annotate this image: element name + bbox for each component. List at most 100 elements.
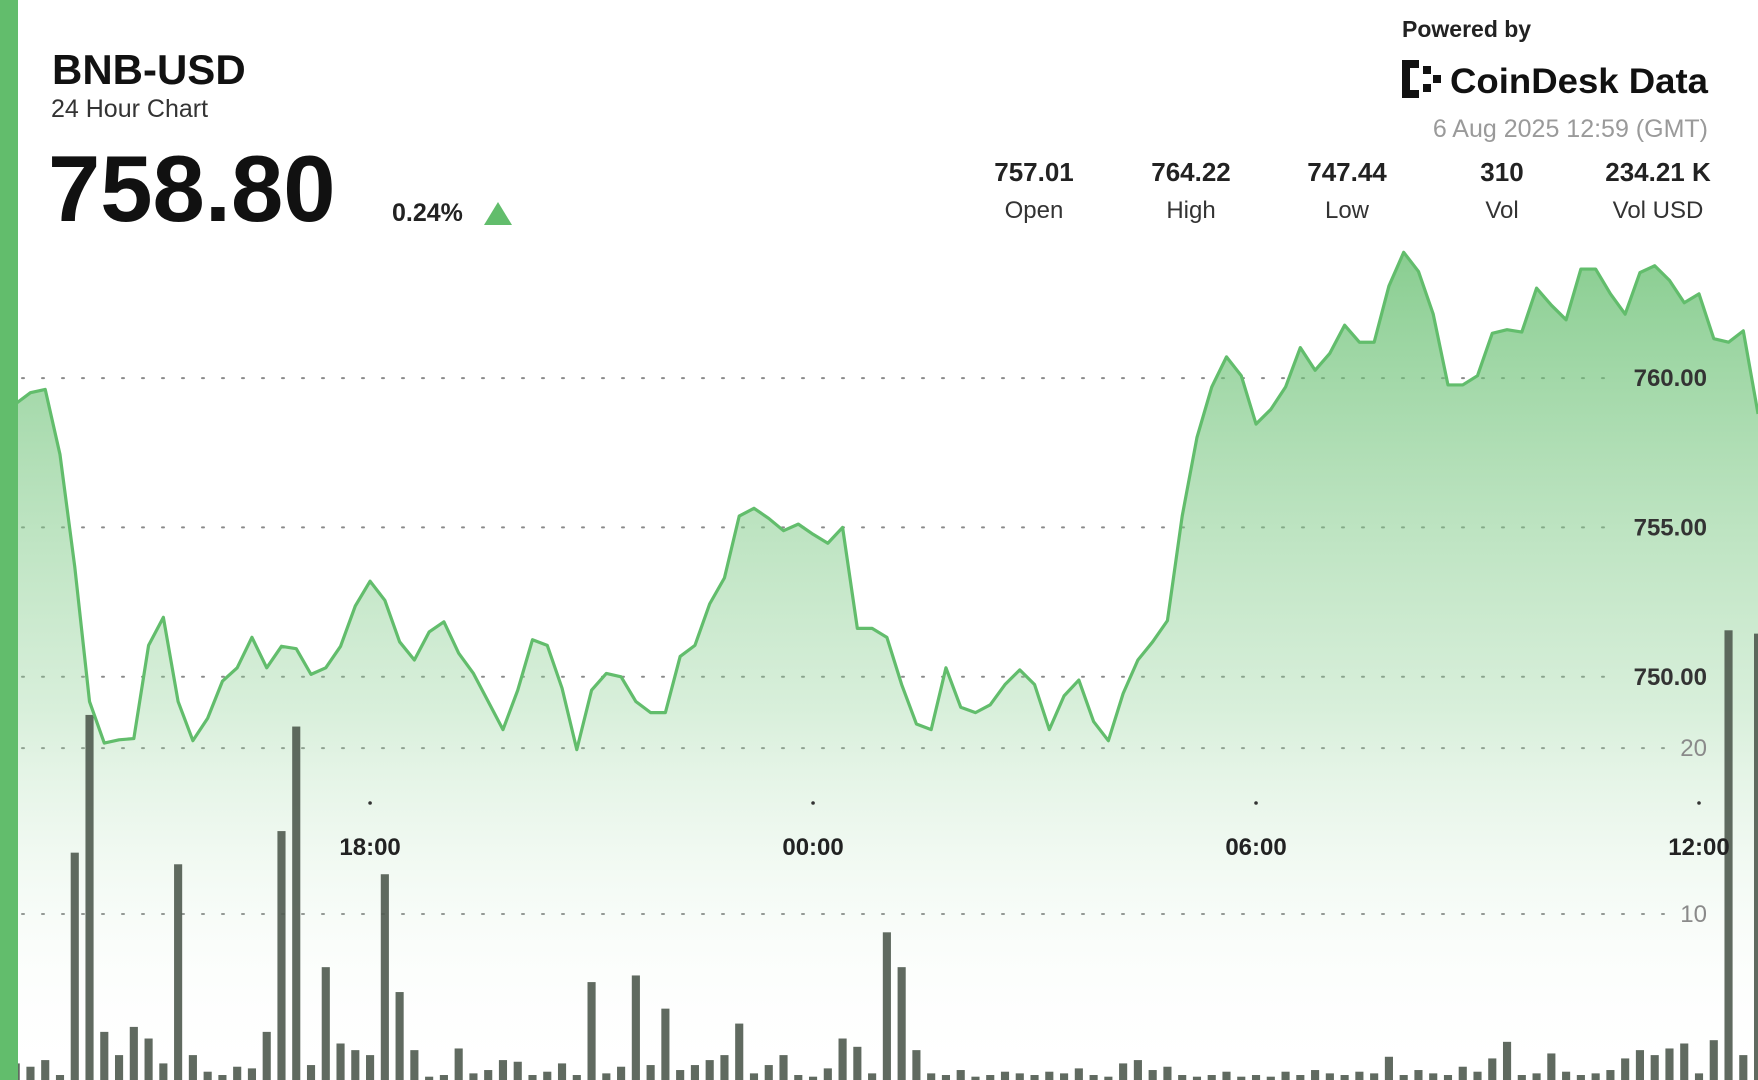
volume-bar <box>188 1055 197 1080</box>
stats: 757.01 Open 764.22 High 747.44 Low 310 Vol 234.2… <box>994 157 1711 224</box>
volume-bar <box>1237 1076 1246 1080</box>
volume-bar <box>897 967 906 1080</box>
volume-bar <box>454 1048 463 1080</box>
x-tick <box>1697 801 1701 805</box>
volume-bar <box>838 1038 847 1080</box>
x-tick <box>368 801 372 805</box>
volume-bar <box>1074 1068 1083 1080</box>
volume-bar <box>1547 1053 1556 1080</box>
price: 758.80 <box>48 136 336 241</box>
volume-bar <box>1488 1058 1497 1080</box>
stat-label: High <box>1166 197 1215 224</box>
volume-bar <box>1576 1075 1585 1080</box>
volume-bar <box>218 1075 227 1080</box>
x-tick-label: 18:00 <box>339 834 400 861</box>
plot-area: 750.00 755.00 760.00 10 20 18:00 00:00 06:00 12:… <box>11 250 1758 1080</box>
brand-logo <box>1402 60 1441 98</box>
volume-bar <box>661 1008 670 1080</box>
volume-bar <box>1606 1070 1615 1080</box>
volume-bar <box>129 1026 138 1080</box>
volume-bar <box>41 1060 50 1080</box>
volume-bar <box>277 831 286 1080</box>
x-tick <box>811 801 815 805</box>
volume-bar <box>26 1066 35 1080</box>
volume-bar <box>1399 1075 1408 1080</box>
powered-by: Powered by <box>1402 16 1531 42</box>
volume-bar <box>85 714 94 1080</box>
volume-bar <box>292 726 301 1080</box>
volume-bar <box>114 1055 124 1080</box>
volume-bar <box>321 967 330 1080</box>
volume-bar <box>1311 1070 1320 1080</box>
volume-bar <box>1694 1073 1704 1080</box>
volume-bar <box>676 1070 685 1080</box>
volume-bar <box>764 1065 773 1080</box>
stat-value: 764.22 <box>1151 157 1231 187</box>
x-tick <box>1254 801 1258 805</box>
volume-bar <box>941 1075 951 1080</box>
volume-bar <box>1532 1073 1541 1080</box>
x-tick-label: 06:00 <box>1225 834 1286 861</box>
volume-bar <box>602 1073 611 1080</box>
y2-tick-label: 10 <box>1680 901 1707 928</box>
volume-bar <box>1429 1073 1438 1080</box>
volume-bar <box>380 874 389 1080</box>
volume-bar <box>882 932 891 1080</box>
volume-bar <box>1060 1073 1069 1080</box>
volume-bar <box>631 975 640 1080</box>
x-tick-label: 00:00 <box>782 834 843 861</box>
stat-value: 747.44 <box>1307 157 1387 187</box>
volume-bar <box>1148 1070 1157 1080</box>
volume-bar <box>868 1073 877 1080</box>
volume-bar <box>1222 1071 1231 1080</box>
volume-bar <box>617 1066 626 1080</box>
volume-bar <box>366 1055 375 1080</box>
volume-bar <box>1473 1071 1482 1080</box>
volume-bar <box>1754 633 1758 1080</box>
volume-bar <box>543 1071 552 1080</box>
volume-bar <box>1355 1071 1364 1080</box>
volume-bar <box>1266 1076 1275 1080</box>
volume-bar <box>395 992 404 1080</box>
volume-bar <box>587 982 596 1080</box>
volume-bar <box>1665 1048 1674 1080</box>
volume-bar <box>646 1065 655 1080</box>
volume-bar <box>1045 1071 1054 1080</box>
symbol: BNB-USD <box>52 46 246 93</box>
volume-bar <box>247 1068 257 1080</box>
volume-bar <box>1709 1040 1718 1080</box>
volume-bar <box>1163 1066 1172 1080</box>
stat-label: Vol <box>1485 197 1518 224</box>
volume-bar <box>1635 1050 1645 1080</box>
volume-bar <box>779 1055 788 1080</box>
volume-bar <box>1458 1066 1467 1080</box>
volume-bar <box>956 1070 965 1080</box>
brand: CoinDesk Data <box>1450 62 1709 101</box>
volume-bar <box>823 1068 832 1080</box>
volume-bar <box>1281 1071 1290 1080</box>
timestamp: 6 Aug 2025 12:59 (GMT) <box>1433 115 1708 143</box>
y-tick-label: 750.00 <box>1634 664 1707 691</box>
y2-tick-label: 20 <box>1680 735 1707 762</box>
subtitle: 24 Hour Chart <box>51 95 208 123</box>
volume-bar <box>410 1050 419 1080</box>
volume-bar <box>1178 1075 1187 1080</box>
volume-bar <box>1119 1063 1128 1080</box>
stat-value: 757.01 <box>994 157 1074 187</box>
volume-bar <box>749 1073 759 1080</box>
volume-bar <box>986 1075 995 1080</box>
volume-bar <box>262 1031 271 1080</box>
stat-label: Low <box>1325 197 1370 224</box>
volume-bar <box>1015 1073 1024 1080</box>
volume-bar <box>1502 1041 1512 1080</box>
volume-bar <box>1414 1070 1423 1080</box>
volume-bar <box>439 1075 448 1080</box>
volume-bar <box>690 1065 699 1080</box>
volume-bar <box>469 1073 478 1080</box>
volume-bar <box>70 852 79 1080</box>
price-line <box>14 250 1758 752</box>
volume-bar <box>1192 1076 1202 1080</box>
volume-bar <box>351 1050 360 1080</box>
up-arrow <box>484 202 512 225</box>
